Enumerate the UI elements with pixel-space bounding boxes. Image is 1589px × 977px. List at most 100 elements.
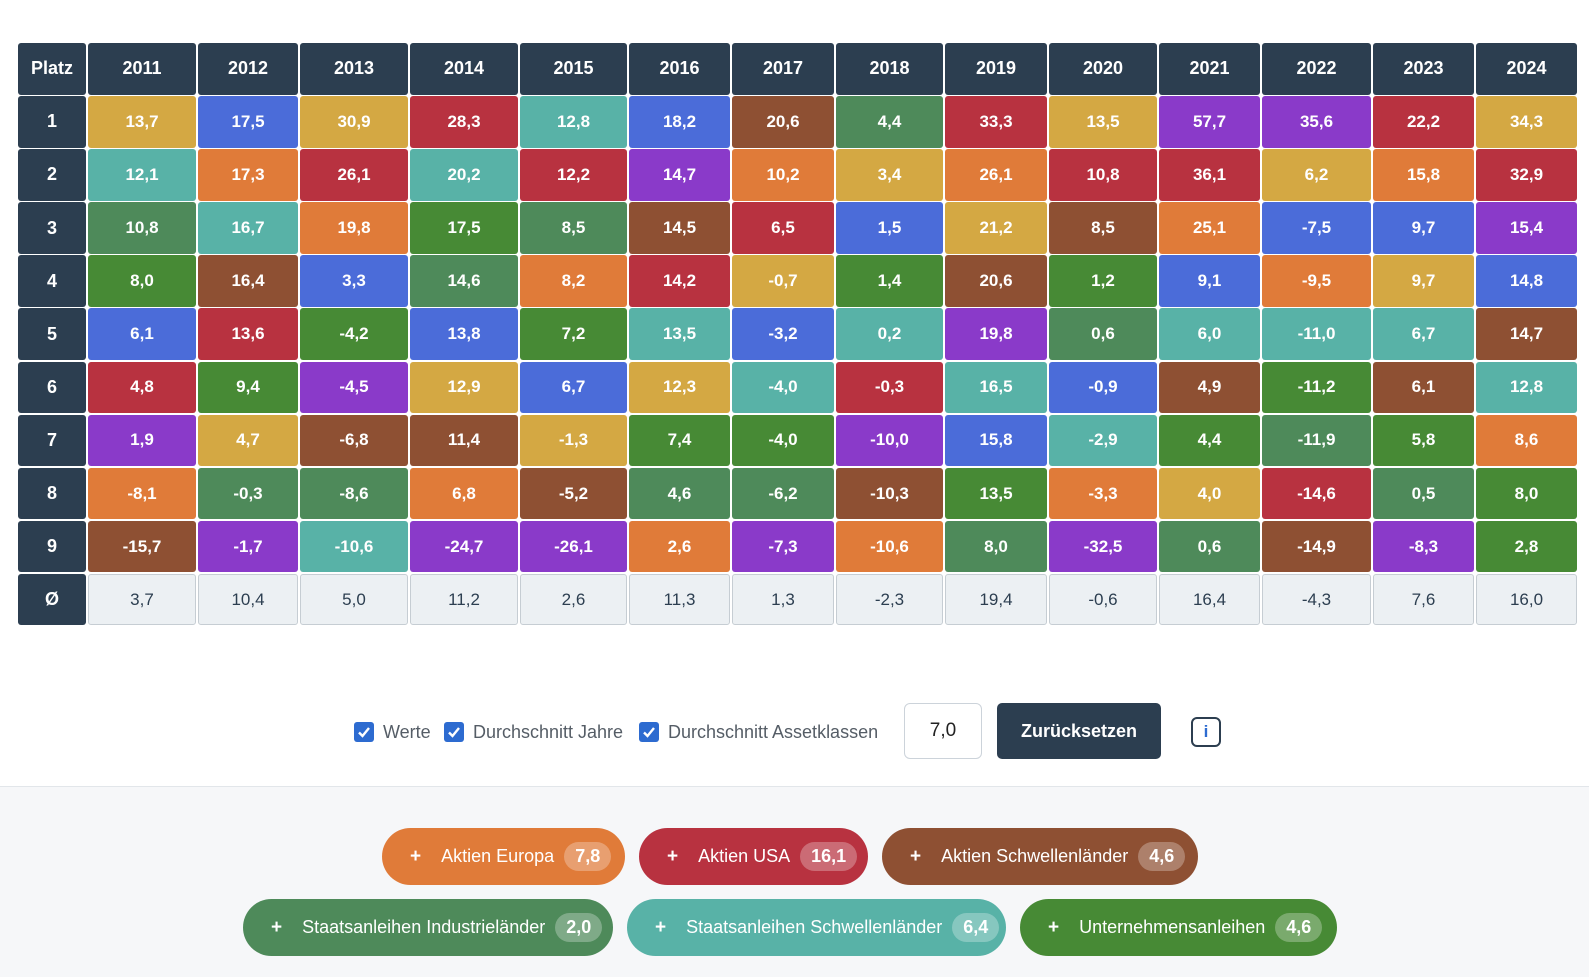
asset-pill-average: 7,8 [564,842,612,871]
value-cell: 1,5 [836,202,943,254]
header-year: 2013 [300,43,408,95]
checkbox-durchschnitt-jahre[interactable]: Durchschnitt Jahre [444,721,623,743]
header-year: 2015 [520,43,627,95]
value-cell: -0,3 [198,467,298,520]
value-cell: 4,9 [1159,361,1260,414]
rank-cell: 8 [18,467,86,520]
value-cell: -10,0 [836,414,943,467]
value-cell: -4,2 [300,308,408,360]
value-cell: 4,4 [1159,414,1260,467]
value-cell: 4,8 [88,361,196,414]
asset-pill-label: Staatsanleihen Schwellenländer [686,917,943,937]
checkbox-durchschnitt-assetklassen[interactable]: Durchschnitt Assetklassen [639,721,878,743]
value-cell: 14,2 [629,255,730,307]
value-cell: 0,2 [836,308,943,360]
value-cell: 26,1 [300,149,408,201]
value-cell: 17,3 [198,149,298,201]
value-cell: -7,3 [732,520,834,573]
checkbox-durchschnitt-assetklassen-box[interactable] [639,722,659,742]
value-cell: -8,6 [300,467,408,520]
asset-pill-aktien-europa[interactable]: + Aktien Europa 7,8 [382,828,625,885]
asset-pill-label: Aktien USA [698,846,791,866]
value-cell: 12,9 [410,361,518,414]
value-cell: -15,7 [88,520,196,573]
average-cell: 1,3 [732,573,834,626]
value-cell: 5,8 [1373,414,1474,467]
rank-cell: 9 [18,520,86,573]
value-cell: 13,6 [198,308,298,360]
value-cell: 9,1 [1159,255,1260,307]
value-cell: 8,6 [1476,414,1577,467]
plus-icon: + [667,845,679,867]
value-cell: -11,2 [1262,361,1371,414]
value-cell: -9,5 [1262,255,1371,307]
value-cell: 12,3 [629,361,730,414]
header-platz: Platz [18,43,86,95]
checkbox-werte-box[interactable] [354,722,374,742]
value-cell: 10,2 [732,149,834,201]
header-year: 2012 [198,43,298,95]
checkbox-werte[interactable]: Werte [354,721,431,743]
value-cell: 2,6 [629,520,730,573]
asset-pill-staatsanleihen-industrielaender[interactable]: + Staatsanleihen Industrieländer 2,0 [243,899,613,956]
value-cell: -4,0 [732,414,834,467]
asset-pill-staatsanleihen-schwellenlaender[interactable]: + Staatsanleihen Schwellenländer 6,4 [627,899,1006,956]
value-cell: 15,8 [945,414,1047,467]
value-cell: -3,3 [1049,467,1157,520]
rank-cell: 3 [18,202,86,254]
header-year: 2022 [1262,43,1371,95]
checkbox-werte-label: Werte [383,721,431,742]
average-cell: 11,2 [410,573,518,626]
value-cell: 14,5 [629,202,730,254]
value-cell: 9,7 [1373,202,1474,254]
value-cell: -2,9 [1049,414,1157,467]
value-cell: 12,2 [520,149,627,201]
info-icon[interactable]: i [1191,717,1221,747]
asset-pill-aktien-schwellenlaender[interactable]: + Aktien Schwellenländer 4,6 [882,828,1198,885]
controls-bar: Werte Durchschnitt Jahre Durchschnitt As… [0,703,1589,759]
reset-button[interactable]: Zurücksetzen [997,703,1161,759]
rank-cell: 4 [18,255,86,307]
value-cell: -8,3 [1373,520,1474,573]
value-cell: 4,4 [836,96,943,148]
asset-pill-average: 16,1 [800,842,858,871]
value-cell: 14,7 [629,149,730,201]
value-cell: 19,8 [300,202,408,254]
value-cell: -11,9 [1262,414,1371,467]
value-cell: 9,4 [198,361,298,414]
value-cell: 32,9 [1476,149,1577,201]
average-cell: 11,3 [629,573,730,626]
value-cell: -3,2 [732,308,834,360]
value-cell: 13,5 [1049,96,1157,148]
value-cell: 34,3 [1476,96,1577,148]
checkbox-durchschnitt-jahre-box[interactable] [444,722,464,742]
value-cell: 3,3 [300,255,408,307]
threshold-input[interactable] [904,703,982,759]
value-cell: -7,5 [1262,202,1371,254]
rank-cell: 5 [18,308,86,360]
value-cell: 7,2 [520,308,627,360]
value-cell: 8,0 [88,255,196,307]
value-cell: 3,4 [836,149,943,201]
value-cell: -0,3 [836,361,943,414]
value-cell: 15,4 [1476,202,1577,254]
ranking-table: Platz 2011 2012 2013 2014 2015 2016 2017 2018 201… [18,43,1577,626]
average-cell: 19,4 [945,573,1047,626]
value-cell: 13,8 [410,308,518,360]
value-cell: 13,5 [945,467,1047,520]
asset-pill-unternehmensanleihen[interactable]: + Unternehmensanleihen 4,6 [1020,899,1337,956]
plus-icon: + [655,916,667,938]
average-cell: 16,4 [1159,573,1260,626]
header-year: 2011 [88,43,196,95]
asset-pill-label: Aktien Europa [441,846,555,866]
plus-icon: + [271,916,283,938]
value-cell: 18,2 [629,96,730,148]
value-cell: 6,1 [88,308,196,360]
value-cell: 30,9 [300,96,408,148]
value-cell: 1,4 [836,255,943,307]
value-cell: 19,8 [945,308,1047,360]
value-cell: 8,2 [520,255,627,307]
value-cell: 36,1 [1159,149,1260,201]
value-cell: 12,1 [88,149,196,201]
asset-pill-aktien-usa[interactable]: + Aktien USA 16,1 [639,828,868,885]
